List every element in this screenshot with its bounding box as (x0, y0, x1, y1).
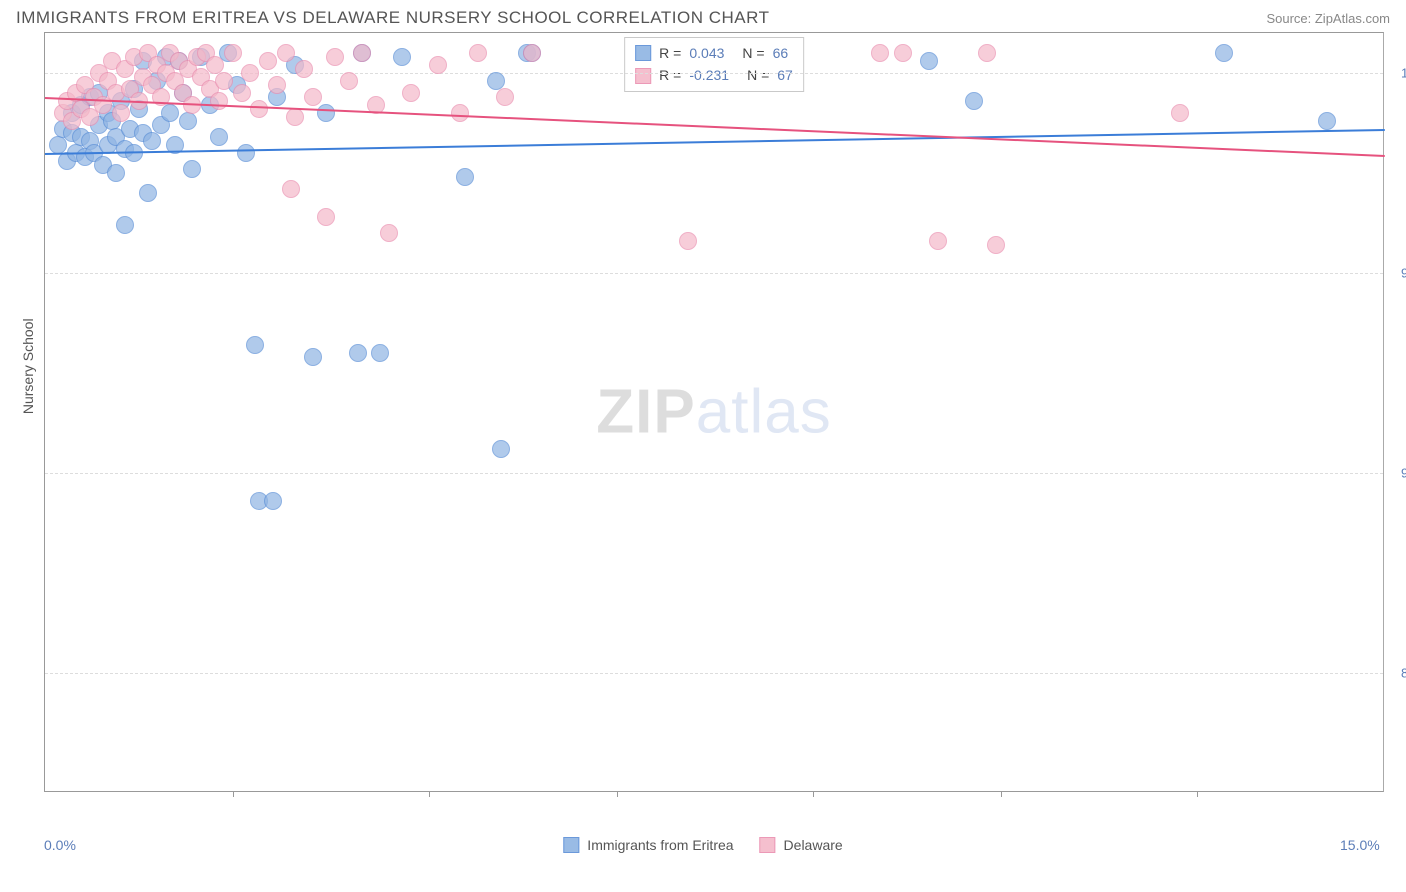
legend-r-label: R = (659, 42, 681, 64)
data-point (215, 72, 233, 90)
legend-n-label: N = (747, 64, 769, 86)
gridline-h (45, 673, 1383, 674)
y-tick-label: 85.0% (1401, 666, 1406, 681)
data-point (469, 44, 487, 62)
x-tick (233, 791, 234, 797)
chart-container: Nursery School ZIPatlas R = 0.043 N = 66… (14, 32, 1392, 792)
y-tick-label: 100.0% (1401, 66, 1406, 81)
data-point (241, 64, 259, 82)
data-point (371, 344, 389, 362)
data-point (393, 48, 411, 66)
data-point (143, 132, 161, 150)
data-point (295, 60, 313, 78)
gridline-h (45, 473, 1383, 474)
plot-area: ZIPatlas R = 0.043 N = 66 R = -0.231 N =… (44, 32, 1384, 792)
trend-line (45, 129, 1385, 155)
legend-swatch-icon (760, 837, 776, 853)
y-tick-label: 90.0% (1401, 466, 1406, 481)
source-attribution: Source: ZipAtlas.com (1266, 11, 1390, 26)
x-tick (617, 791, 618, 797)
series-legend-label: Delaware (784, 837, 843, 853)
x-tick-label: 0.0% (44, 837, 76, 853)
data-point (402, 84, 420, 102)
data-point (210, 92, 228, 110)
data-point (456, 168, 474, 186)
x-tick (1197, 791, 1198, 797)
data-point (349, 344, 367, 362)
data-point (894, 44, 912, 62)
data-point (1318, 112, 1336, 130)
x-tick (813, 791, 814, 797)
data-point (353, 44, 371, 62)
watermark-zip: ZIP (596, 378, 695, 447)
data-point (871, 44, 889, 62)
data-point (679, 232, 697, 250)
gridline-h (45, 273, 1383, 274)
data-point (317, 104, 335, 122)
data-point (237, 144, 255, 162)
legend-n-label: N = (742, 42, 764, 64)
chart-title: IMMIGRANTS FROM ERITREA VS DELAWARE NURS… (16, 8, 769, 28)
data-point (179, 112, 197, 130)
data-point (340, 72, 358, 90)
legend-r-value: 0.043 (689, 42, 724, 64)
data-point (224, 44, 242, 62)
legend-swatch-icon (635, 68, 651, 84)
data-point (1215, 44, 1233, 62)
data-point (250, 100, 268, 118)
legend-n-value: 66 (773, 42, 789, 64)
data-point (429, 56, 447, 74)
x-tick (429, 791, 430, 797)
data-point (139, 184, 157, 202)
data-point (161, 104, 179, 122)
series-legend-item-2: Delaware (760, 837, 843, 853)
y-tick-label: 95.0% (1401, 266, 1406, 281)
legend-swatch-icon (563, 837, 579, 853)
data-point (259, 52, 277, 70)
y-axis-title: Nursery School (20, 318, 36, 414)
series-legend-item-1: Immigrants from Eritrea (563, 837, 733, 853)
watermark-atlas: atlas (696, 378, 832, 447)
data-point (183, 160, 201, 178)
data-point (451, 104, 469, 122)
data-point (929, 232, 947, 250)
data-point (112, 104, 130, 122)
x-tick-label: 15.0% (1340, 837, 1380, 853)
data-point (116, 216, 134, 234)
data-point (920, 52, 938, 70)
correlation-legend: R = 0.043 N = 66 R = -0.231 N = 67 (624, 37, 804, 92)
data-point (304, 88, 322, 106)
data-point (286, 108, 304, 126)
legend-row-1: R = 0.043 N = 66 (635, 42, 793, 64)
data-point (380, 224, 398, 242)
data-point (304, 348, 322, 366)
data-point (317, 208, 335, 226)
data-point (277, 44, 295, 62)
data-point (496, 88, 514, 106)
data-point (246, 336, 264, 354)
data-point (965, 92, 983, 110)
data-point (1171, 104, 1189, 122)
data-point (107, 164, 125, 182)
data-point (326, 48, 344, 66)
data-point (492, 440, 510, 458)
series-legend: Immigrants from Eritrea Delaware (563, 837, 842, 853)
legend-n-value: 67 (777, 64, 793, 86)
legend-r-value: -0.231 (689, 64, 729, 86)
data-point (264, 492, 282, 510)
watermark: ZIPatlas (596, 377, 831, 448)
data-point (268, 76, 286, 94)
legend-swatch-icon (635, 45, 651, 61)
x-tick (1001, 791, 1002, 797)
legend-row-2: R = -0.231 N = 67 (635, 64, 793, 86)
data-point (282, 180, 300, 198)
data-point (523, 44, 541, 62)
data-point (978, 44, 996, 62)
data-point (233, 84, 251, 102)
data-point (210, 128, 228, 146)
series-legend-label: Immigrants from Eritrea (587, 837, 733, 853)
data-point (987, 236, 1005, 254)
legend-r-label: R = (659, 64, 681, 86)
